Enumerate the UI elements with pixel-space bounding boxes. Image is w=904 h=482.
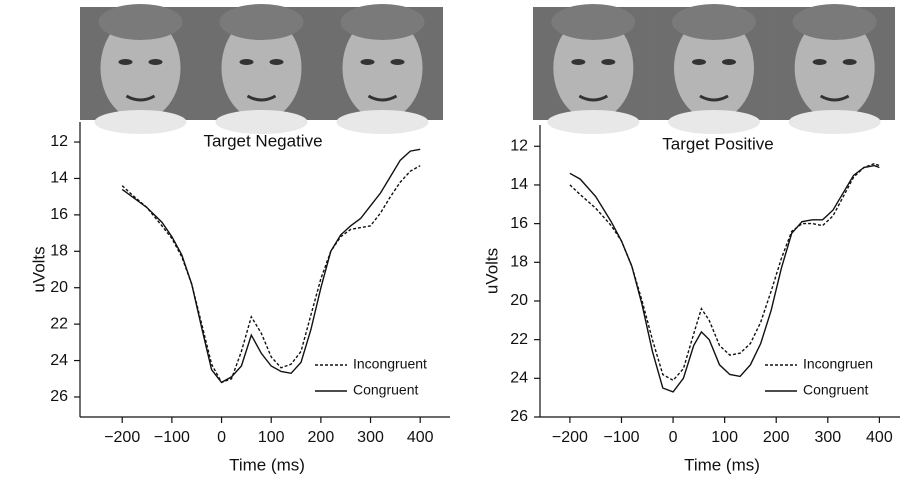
x-tick-label: 0 [669,429,678,446]
series-line [569,162,880,382]
face-photos [80,4,895,134]
eye [571,59,586,65]
collar [668,110,760,134]
x-axis-label: Time (ms) [684,455,760,474]
collar [336,110,429,134]
x-tick-label: 200 [763,429,790,446]
x-tick-label: 200 [308,429,335,446]
y-tick-label: 24 [510,370,528,387]
y-tick-label: 22 [50,315,68,332]
mouth [819,94,850,102]
face [221,16,302,120]
y-tick-label: 18 [510,254,528,271]
hair [551,4,636,40]
y-tick-label: 20 [510,292,528,309]
eye [390,59,405,65]
y-tick-label: 12 [50,133,68,150]
hair [792,4,877,40]
face [794,16,875,120]
y-tick-label: 16 [510,215,528,232]
x-tick-label: 100 [711,429,738,446]
eye [842,59,857,65]
face [553,16,634,120]
hair [340,4,425,40]
y-axis-label: uVolts [482,248,501,294]
eye [118,59,133,65]
eye [692,59,706,65]
hair [219,4,304,40]
hair [672,4,756,40]
legend-label: Incongruen [803,356,873,372]
y-tick-label: 20 [50,279,68,296]
legend-label: Incongruent [353,356,427,372]
series-line [569,164,880,393]
mouth [699,94,729,102]
chart-title: Target Positive [662,134,774,153]
y-axis-label: uVolts [29,246,48,292]
eye [239,59,254,65]
y-tick-label: 14 [50,170,68,187]
y-tick-label: 26 [50,388,68,405]
x-tick-label: −100 [603,429,639,446]
eye [812,59,827,65]
x-tick-label: −100 [154,429,190,446]
series-line [121,148,421,384]
face [100,16,181,120]
x-tick-label: 100 [258,429,285,446]
eye [148,59,163,65]
eye [269,59,284,65]
y-tick-label: 22 [510,331,528,348]
x-tick-label: 300 [814,429,841,446]
series-line [121,165,421,384]
x-axis-label: Time (ms) [229,455,305,474]
collar [215,110,308,134]
y-tick-label: 14 [510,176,528,193]
collar [788,110,881,134]
eye [722,59,736,65]
face [342,16,423,120]
mouth [367,94,398,102]
legend-label: Congruent [353,382,418,398]
y-tick-label: 18 [50,243,68,260]
collar [94,110,187,134]
chart-title: Target Negative [203,131,322,150]
eye [601,59,616,65]
x-tick-label: 400 [866,429,893,446]
collar [547,110,640,134]
y-tick-label: 26 [510,408,528,425]
x-tick-label: −200 [552,429,588,446]
mouth [578,94,609,102]
y-tick-label: 16 [50,206,68,223]
x-tick-label: −200 [104,429,140,446]
eye [360,59,375,65]
x-tick-label: 300 [357,429,384,446]
mouth [125,94,156,102]
x-tick-label: 0 [217,429,226,446]
x-tick-label: 400 [407,429,434,446]
mouth [246,94,277,102]
y-tick-label: 12 [510,137,528,154]
y-tick-label: 24 [50,352,68,369]
face [674,16,754,120]
hair [98,4,183,40]
legend-label: Congruent [803,382,868,398]
